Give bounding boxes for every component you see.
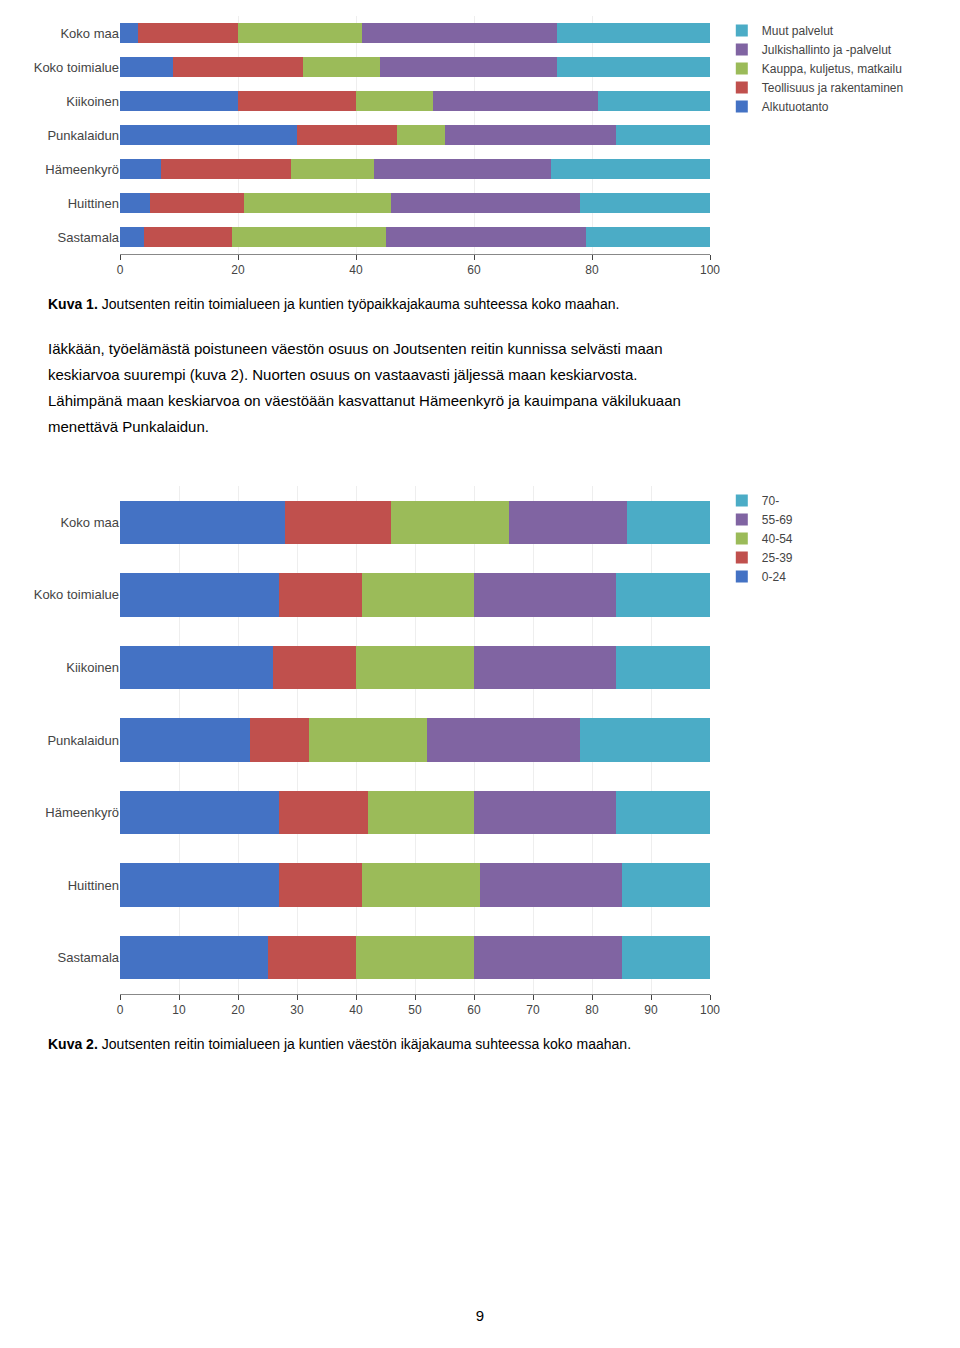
svg-text:0-24: 0-24: [762, 570, 786, 584]
svg-text:40-54: 40-54: [762, 532, 793, 546]
svg-text:Huittinen: Huittinen: [68, 196, 119, 211]
svg-text:Kauppa, kuljetus, matkailu: Kauppa, kuljetus, matkailu: [762, 62, 902, 76]
svg-text:Alkutuotanto: Alkutuotanto: [762, 100, 829, 114]
svg-text:70: 70: [526, 1003, 540, 1017]
svg-text:30: 30: [290, 1003, 304, 1017]
svg-text:100: 100: [700, 1003, 720, 1017]
svg-text:0: 0: [117, 263, 124, 277]
svg-text:100: 100: [700, 263, 720, 277]
svg-text:Kiikoinen: Kiikoinen: [66, 94, 119, 109]
svg-text:60: 60: [467, 1003, 481, 1017]
svg-text:40: 40: [349, 1003, 363, 1017]
svg-text:Sastamala: Sastamala: [58, 950, 120, 965]
svg-text:Punkalaidun: Punkalaidun: [47, 733, 119, 748]
svg-text:55-69: 55-69: [762, 513, 793, 527]
html-text:Kuva 2. Joutsenten reitin toim: Kuva 2. Joutsenten reitin toimialueen ja…: [48, 1036, 631, 1052]
svg-text:20: 20: [231, 1003, 245, 1017]
svg-text:70-: 70-: [762, 494, 779, 508]
svg-text:Julkishallinto ja -palvelut: Julkishallinto ja -palvelut: [762, 43, 892, 57]
svg-text:Sastamala: Sastamala: [58, 230, 120, 245]
svg-text:Teollisuus ja rakentaminen: Teollisuus ja rakentaminen: [762, 81, 903, 95]
svg-text:Koko toimialue: Koko toimialue: [34, 587, 119, 602]
svg-text:80: 80: [585, 1003, 599, 1017]
svg-text:40: 40: [349, 263, 363, 277]
html-text:menettävä Punkalaidun.: menettävä Punkalaidun.: [48, 418, 209, 435]
svg-text:60: 60: [467, 263, 481, 277]
svg-text:Koko maa: Koko maa: [60, 26, 119, 41]
svg-text:Muut palvelut: Muut palvelut: [762, 24, 834, 38]
svg-text:25-39: 25-39: [762, 551, 793, 565]
html-text:keskiarvoa suurempi (kuva 2).: keskiarvoa suurempi (kuva 2). Nuorten os…: [48, 366, 638, 383]
svg-text:50: 50: [408, 1003, 422, 1017]
html-text:9: 9: [475, 1307, 485, 1324]
svg-text:Huittinen: Huittinen: [68, 878, 119, 893]
svg-text:Hämeenkyrö: Hämeenkyrö: [45, 805, 119, 820]
svg-text:Koko maa: Koko maa: [60, 515, 119, 530]
svg-text:90: 90: [644, 1003, 658, 1017]
svg-text:Hämeenkyrö: Hämeenkyrö: [45, 162, 119, 177]
svg-text:Kiikoinen: Kiikoinen: [66, 660, 119, 675]
html-text:Lähimpänä maan keskiarvoa on v: Lähimpänä maan keskiarvoa on väestöään k…: [48, 392, 681, 409]
html-text:Kuva 1. Joutsenten reitin toim: Kuva 1. Joutsenten reitin toimialueen ja…: [48, 296, 620, 312]
svg-text:10: 10: [172, 1003, 186, 1017]
svg-text:Koko toimialue: Koko toimialue: [34, 60, 119, 75]
svg-text:80: 80: [585, 263, 599, 277]
svg-text:0: 0: [117, 1003, 124, 1017]
svg-text:Punkalaidun: Punkalaidun: [47, 128, 119, 143]
html-text:Iäkkään, työelämästä poistunee: Iäkkään, työelämästä poistuneen väestön …: [48, 340, 663, 357]
svg-text:20: 20: [231, 263, 245, 277]
